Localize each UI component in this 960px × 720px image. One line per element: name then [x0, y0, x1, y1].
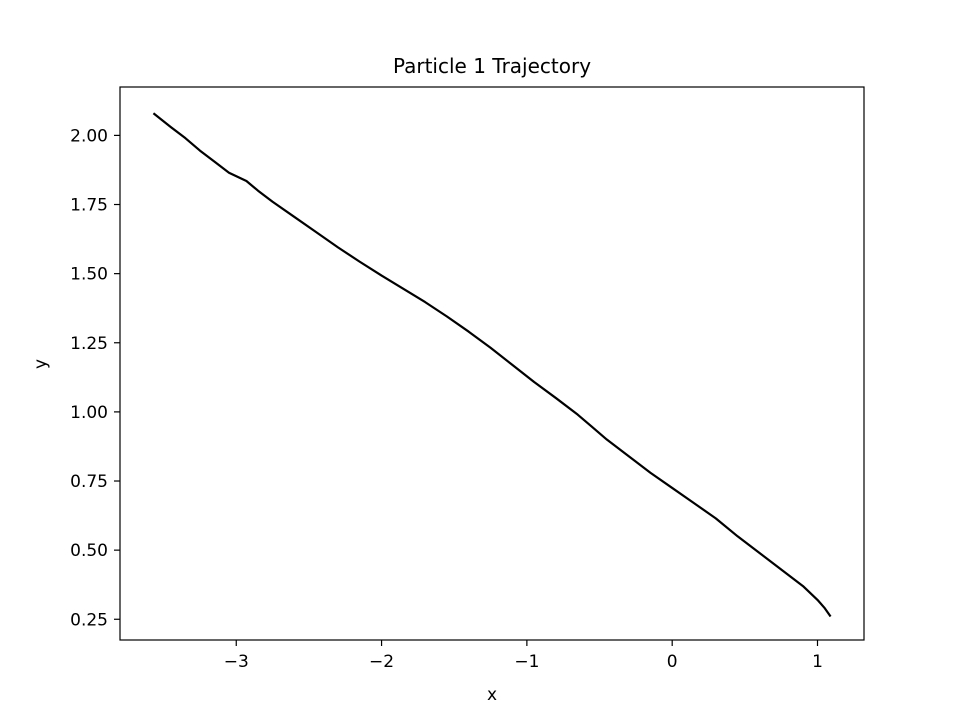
y-tick-label: 1.50	[70, 265, 108, 285]
plot-area-frame	[119, 86, 865, 641]
y-tick-label: 2.00	[70, 126, 108, 146]
chart-title: Particle 1 Trajectory	[393, 54, 591, 78]
y-axis-title: y	[31, 359, 51, 369]
x-tick-label: −2	[369, 652, 394, 672]
y-tick-label: 1.00	[70, 403, 108, 423]
y-tick-label: 1.75	[70, 196, 108, 216]
y-tick-label: 0.25	[70, 610, 108, 630]
x-axis-title: x	[487, 685, 497, 705]
x-tick-label: −1	[514, 652, 539, 672]
x-tick-label: −3	[224, 652, 249, 672]
y-tick-label: 1.25	[70, 334, 108, 354]
x-tick-label: 1	[812, 652, 823, 672]
y-tick-label: 0.75	[70, 472, 108, 492]
trajectory-line	[152, 112, 832, 618]
y-axis-ticks: 0.25 0.50 0.75 1.00 1.25 1.50 1.75 2.00	[70, 126, 120, 630]
y-tick-label: 0.50	[70, 541, 108, 561]
x-tick-label: 0	[667, 652, 678, 672]
x-axis-ticks: −3 −2 −1 0 1	[224, 640, 823, 672]
